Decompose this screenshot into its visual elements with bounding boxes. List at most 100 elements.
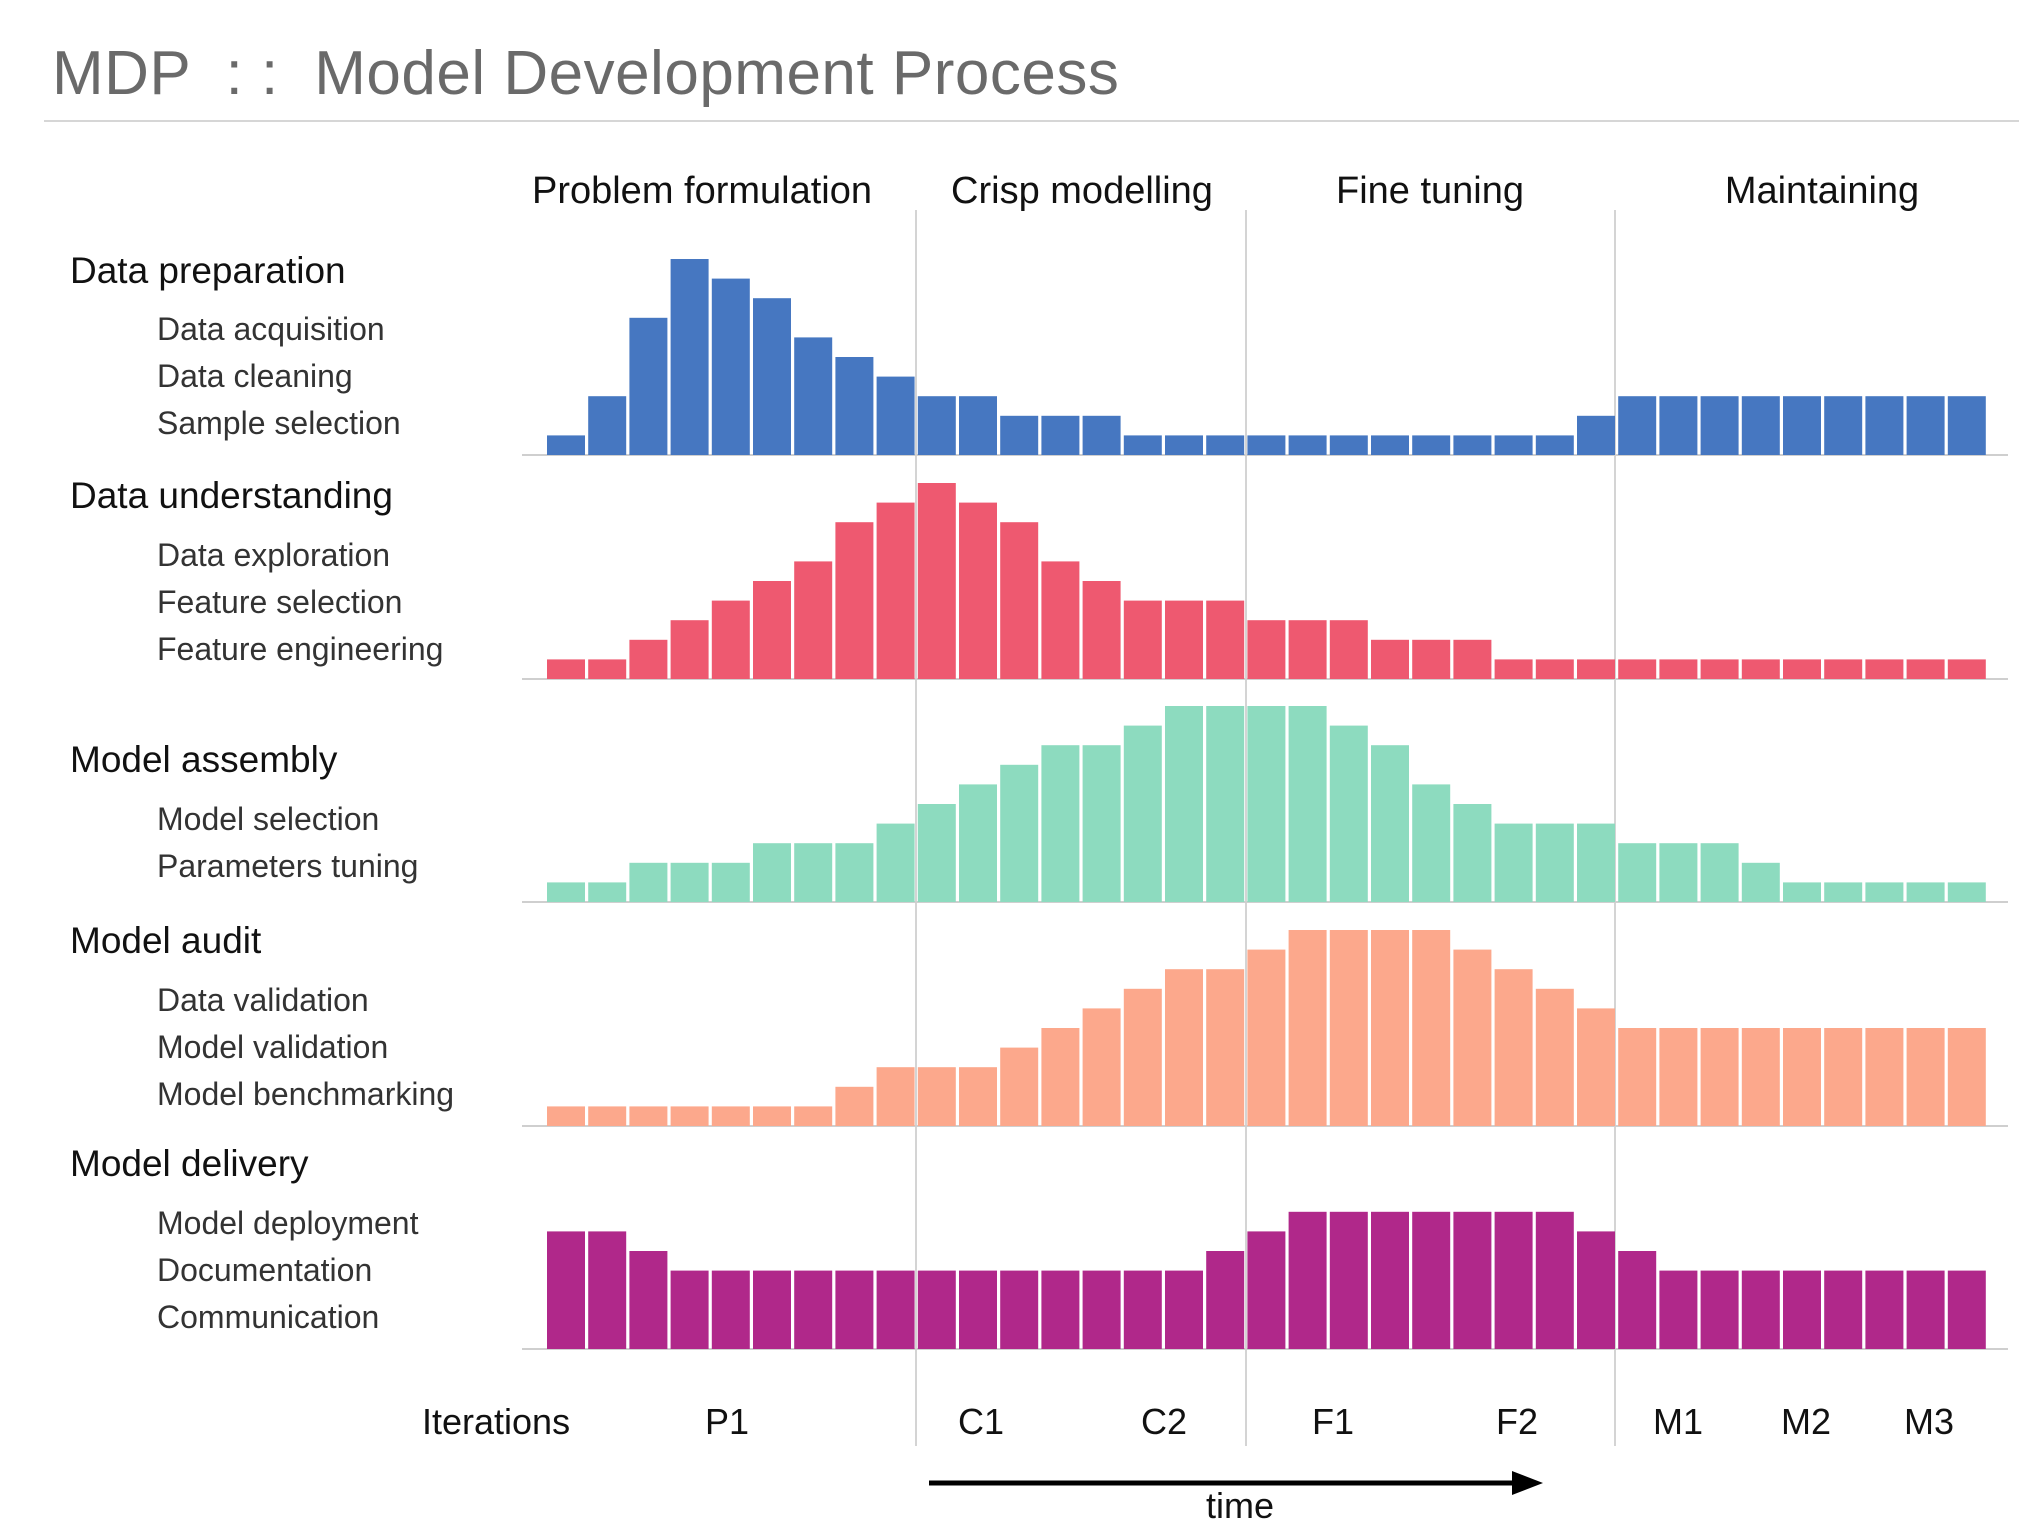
bar-data-understanding-31 bbox=[1783, 659, 1821, 679]
bar-data-preparation-29 bbox=[1700, 396, 1739, 455]
bar-model-delivery-16 bbox=[1165, 1270, 1203, 1349]
bar-model-assembly-18 bbox=[1247, 706, 1286, 902]
bar-data-preparation-16 bbox=[1165, 435, 1203, 455]
bar-data-preparation-28 bbox=[1659, 396, 1698, 455]
bar-model-assembly-16 bbox=[1165, 706, 1203, 902]
bar-data-understanding-25 bbox=[1535, 659, 1574, 679]
bar-model-delivery-15 bbox=[1123, 1270, 1162, 1349]
bar-data-understanding-8 bbox=[835, 522, 874, 679]
bar-model-audit-27 bbox=[1618, 1028, 1657, 1126]
bar-model-assembly-24 bbox=[1494, 823, 1533, 902]
bar-model-audit-8 bbox=[835, 1086, 874, 1126]
bar-model-assembly-19 bbox=[1288, 706, 1327, 902]
sub-label-model-validation: Model validation bbox=[157, 1029, 388, 1065]
bar-data-understanding-13 bbox=[1041, 561, 1080, 679]
bar-data-understanding-12 bbox=[1000, 522, 1039, 679]
x-tick-m2: M2 bbox=[1781, 1401, 1831, 1442]
bar-model-delivery-9 bbox=[876, 1270, 915, 1349]
bar-model-assembly-26 bbox=[1577, 823, 1615, 902]
bar-data-understanding-24 bbox=[1494, 659, 1533, 679]
sub-label-parameters-tuning: Parameters tuning bbox=[157, 848, 418, 884]
series-label-model-assembly: Model assembly bbox=[70, 739, 338, 780]
bar-model-audit-23 bbox=[1453, 949, 1492, 1126]
sub-label-sample-selection: Sample selection bbox=[157, 405, 401, 441]
sub-label-data-exploration: Data exploration bbox=[157, 537, 390, 573]
bar-model-audit-25 bbox=[1535, 988, 1574, 1126]
bar-model-delivery-24 bbox=[1494, 1211, 1533, 1349]
bar-model-audit-15 bbox=[1123, 988, 1162, 1126]
bar-data-understanding-29 bbox=[1700, 659, 1739, 679]
bar-model-delivery-1 bbox=[547, 1231, 585, 1349]
time-label: time bbox=[1206, 1485, 1274, 1526]
bar-data-preparation-34 bbox=[1906, 396, 1945, 455]
time-arrow-head bbox=[1512, 1471, 1543, 1495]
bar-model-delivery-34 bbox=[1906, 1270, 1945, 1349]
bar-data-preparation-18 bbox=[1247, 435, 1286, 455]
bar-data-understanding-20 bbox=[1329, 620, 1368, 679]
labels: Data preparation Data acquisition Data cle… bbox=[70, 250, 454, 1335]
bar-model-audit-32 bbox=[1824, 1028, 1863, 1126]
bar-model-audit-7 bbox=[794, 1106, 833, 1126]
bar-model-assembly-4 bbox=[670, 862, 709, 902]
bar-model-delivery-11 bbox=[959, 1270, 997, 1349]
bar-data-understanding-2 bbox=[588, 659, 627, 679]
bar-data-understanding-6 bbox=[753, 581, 791, 679]
bar-data-preparation-2 bbox=[588, 396, 627, 455]
bar-model-delivery-10 bbox=[917, 1270, 956, 1349]
bar-model-assembly-10 bbox=[917, 804, 956, 902]
sub-label-data-validation: Data validation bbox=[157, 982, 369, 1018]
bar-data-preparation-5 bbox=[711, 278, 750, 455]
bar-data-understanding-9 bbox=[876, 502, 915, 679]
bar-data-preparation-33 bbox=[1865, 396, 1904, 455]
bar-model-assembly-28 bbox=[1659, 843, 1698, 902]
phase-labels: Problem formulation Crisp modelling Fine t… bbox=[532, 170, 1919, 212]
bar-model-delivery-27 bbox=[1618, 1251, 1657, 1349]
bar-model-audit-21 bbox=[1371, 930, 1409, 1126]
bar-model-assembly-20 bbox=[1329, 725, 1368, 902]
bar-model-assembly-27 bbox=[1618, 843, 1657, 902]
bar-model-audit-9 bbox=[876, 1067, 915, 1126]
bar-data-preparation-17 bbox=[1206, 435, 1245, 455]
bar-data-understanding-32 bbox=[1824, 659, 1863, 679]
bar-model-audit-10 bbox=[917, 1067, 956, 1126]
bar-model-assembly-11 bbox=[959, 784, 997, 902]
bar-data-preparation-14 bbox=[1082, 415, 1121, 455]
bar-data-preparation-32 bbox=[1824, 396, 1863, 455]
bar-model-audit-11 bbox=[959, 1067, 997, 1126]
bar-model-assembly-6 bbox=[753, 843, 791, 902]
bar-model-delivery-31 bbox=[1783, 1270, 1821, 1349]
bar-model-delivery-30 bbox=[1741, 1270, 1780, 1349]
bar-model-delivery-23 bbox=[1453, 1211, 1492, 1349]
bar-data-preparation-8 bbox=[835, 357, 874, 455]
series-label-model-audit: Model audit bbox=[70, 920, 262, 961]
phase-label-fine-tuning: Fine tuning bbox=[1336, 170, 1524, 212]
bar-model-assembly-22 bbox=[1412, 784, 1451, 902]
bar-model-assembly-29 bbox=[1700, 843, 1739, 902]
x-tick-f1: F1 bbox=[1312, 1401, 1354, 1442]
x-axis: Iterations P1 C1 C2 F1 F2 M1 M2 M3 time bbox=[422, 1401, 1954, 1526]
bar-data-preparation-13 bbox=[1041, 415, 1080, 455]
bar-data-understanding-14 bbox=[1082, 581, 1121, 679]
sub-label-communication: Communication bbox=[157, 1299, 379, 1335]
bar-model-audit-31 bbox=[1783, 1028, 1821, 1126]
bar-model-audit-18 bbox=[1247, 949, 1286, 1126]
bar-data-understanding-3 bbox=[629, 639, 668, 679]
bar-data-preparation-31 bbox=[1783, 396, 1821, 455]
bar-data-preparation-9 bbox=[876, 376, 915, 455]
bar-data-understanding-35 bbox=[1947, 659, 1986, 679]
series-label-data-understanding: Data understanding bbox=[70, 475, 393, 516]
bar-model-audit-33 bbox=[1865, 1028, 1904, 1126]
bar-model-delivery-6 bbox=[753, 1270, 791, 1349]
bar-data-preparation-21 bbox=[1371, 435, 1409, 455]
bar-data-understanding-16 bbox=[1165, 600, 1203, 679]
bar-data-preparation-7 bbox=[794, 337, 833, 455]
bar-data-understanding-11 bbox=[959, 502, 997, 679]
bar-model-delivery-29 bbox=[1700, 1270, 1739, 1349]
bar-data-preparation-4 bbox=[670, 259, 709, 455]
bar-model-assembly-7 bbox=[794, 843, 833, 902]
bar-model-delivery-8 bbox=[835, 1270, 874, 1349]
bar-data-preparation-23 bbox=[1453, 435, 1492, 455]
bar-data-understanding-27 bbox=[1618, 659, 1657, 679]
bar-model-audit-19 bbox=[1288, 930, 1327, 1126]
series-label-model-delivery: Model delivery bbox=[70, 1143, 309, 1184]
